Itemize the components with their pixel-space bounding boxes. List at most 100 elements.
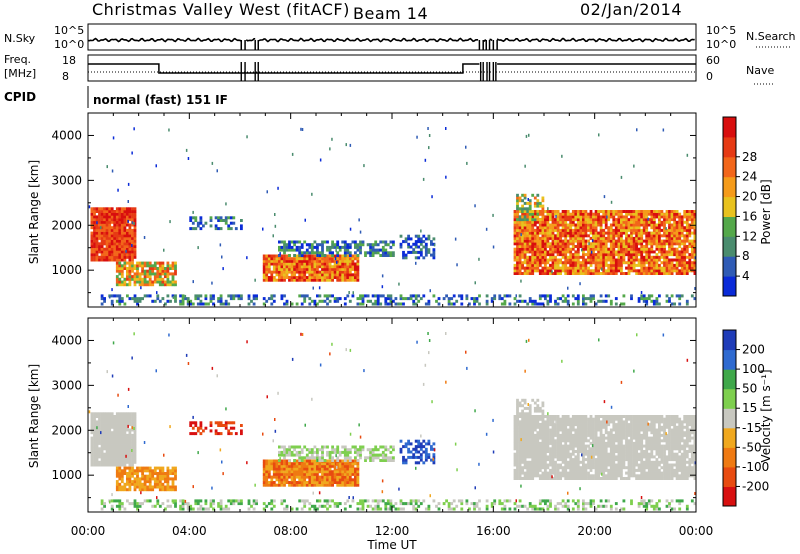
velocity-cell xyxy=(290,483,294,487)
velocity-cell xyxy=(343,467,347,471)
velocity-cell xyxy=(98,433,101,437)
velocity-cell xyxy=(318,467,322,471)
velocity-cell xyxy=(354,470,357,474)
power-cell xyxy=(538,242,542,246)
velocity-cell xyxy=(513,415,517,418)
power-cell xyxy=(582,272,585,275)
velocity-cell xyxy=(98,450,101,453)
power-cell xyxy=(594,263,598,267)
velocity-cell xyxy=(305,472,309,476)
power-cell xyxy=(103,297,106,301)
power-cell xyxy=(108,236,112,240)
power-cell xyxy=(607,250,611,254)
power-cell xyxy=(123,255,127,259)
power-cell xyxy=(326,248,329,252)
power-cell xyxy=(341,278,345,282)
power-cell xyxy=(262,273,266,277)
power-cell xyxy=(579,282,581,286)
power-cell xyxy=(538,212,542,216)
velocity-cell xyxy=(346,478,350,482)
velocity-cell xyxy=(521,466,524,470)
power-cell xyxy=(166,294,170,298)
date-label: 02/Jan/2014 xyxy=(580,0,682,19)
velocity-cell xyxy=(389,450,393,454)
velocity-cell xyxy=(544,458,547,462)
power-cell xyxy=(141,272,144,276)
power-cell xyxy=(599,220,603,224)
velocity-cell xyxy=(518,466,522,470)
power-cell xyxy=(389,294,393,298)
power-cell xyxy=(127,182,130,186)
velocity-cell xyxy=(521,425,524,429)
power-cell xyxy=(612,220,616,224)
velocity-cell xyxy=(120,450,124,453)
power-cell xyxy=(637,269,641,273)
velocity-cell xyxy=(551,417,555,421)
power-cell xyxy=(498,297,502,301)
power-cell xyxy=(564,250,568,254)
velocity-cell xyxy=(521,417,524,421)
power-cell xyxy=(528,245,532,248)
power-cell xyxy=(354,270,357,274)
velocity-cell xyxy=(115,466,119,470)
power-cell xyxy=(612,253,616,257)
power-cell xyxy=(650,236,654,240)
power-cell xyxy=(300,243,304,247)
velocity-cell xyxy=(318,478,322,482)
power-cell xyxy=(376,243,380,247)
power-cell xyxy=(493,294,497,298)
power-cell xyxy=(351,262,355,266)
velocity-cell xyxy=(331,478,334,482)
power-cell xyxy=(171,267,175,270)
power-cell xyxy=(576,245,580,248)
power-cell xyxy=(305,294,309,298)
velocity-cell xyxy=(343,448,347,452)
velocity-cell xyxy=(528,436,532,440)
power-cell xyxy=(685,250,689,254)
power-cell xyxy=(693,266,697,270)
power-cell xyxy=(516,247,519,251)
velocity-cell xyxy=(93,447,96,451)
power-cell xyxy=(584,247,588,251)
velocity-cell xyxy=(298,483,302,487)
power-cell xyxy=(569,236,573,240)
velocity-cell xyxy=(346,467,350,471)
velocity-cell xyxy=(356,478,360,482)
power-cell xyxy=(688,245,692,248)
velocity-cell xyxy=(554,425,557,429)
power-cell xyxy=(675,220,679,224)
power-cell xyxy=(523,210,527,213)
power-cell xyxy=(617,228,621,232)
power-cell xyxy=(348,267,352,271)
power-cell xyxy=(437,297,441,301)
velocity-cell xyxy=(419,455,423,459)
power-cell xyxy=(217,297,220,301)
velocity-cell xyxy=(194,432,198,436)
power-cell xyxy=(321,265,324,269)
power-cell xyxy=(181,297,185,301)
power-cell xyxy=(424,250,428,254)
power-cell xyxy=(604,250,608,254)
power-cell xyxy=(569,234,573,238)
power-cell xyxy=(544,223,547,227)
power-cell xyxy=(247,302,251,306)
power-cell xyxy=(688,266,692,270)
velocity-cell xyxy=(100,447,104,451)
velocity-cell xyxy=(115,463,119,467)
velocity-cell xyxy=(110,458,114,462)
power-cell xyxy=(523,245,527,248)
power-cell xyxy=(417,299,421,303)
power-cell xyxy=(574,263,578,267)
power-cell xyxy=(346,254,350,258)
power-cell xyxy=(123,223,127,227)
velocity-cell xyxy=(115,450,119,453)
power-cell xyxy=(278,265,281,269)
power-cell xyxy=(556,272,560,275)
power-cell xyxy=(566,210,570,213)
power-cell xyxy=(655,261,659,265)
power-cell xyxy=(98,220,101,224)
velocity-cell xyxy=(128,412,132,416)
velocity-cell xyxy=(316,464,319,468)
velocity-cell xyxy=(133,482,137,486)
velocity-cell xyxy=(549,436,552,440)
